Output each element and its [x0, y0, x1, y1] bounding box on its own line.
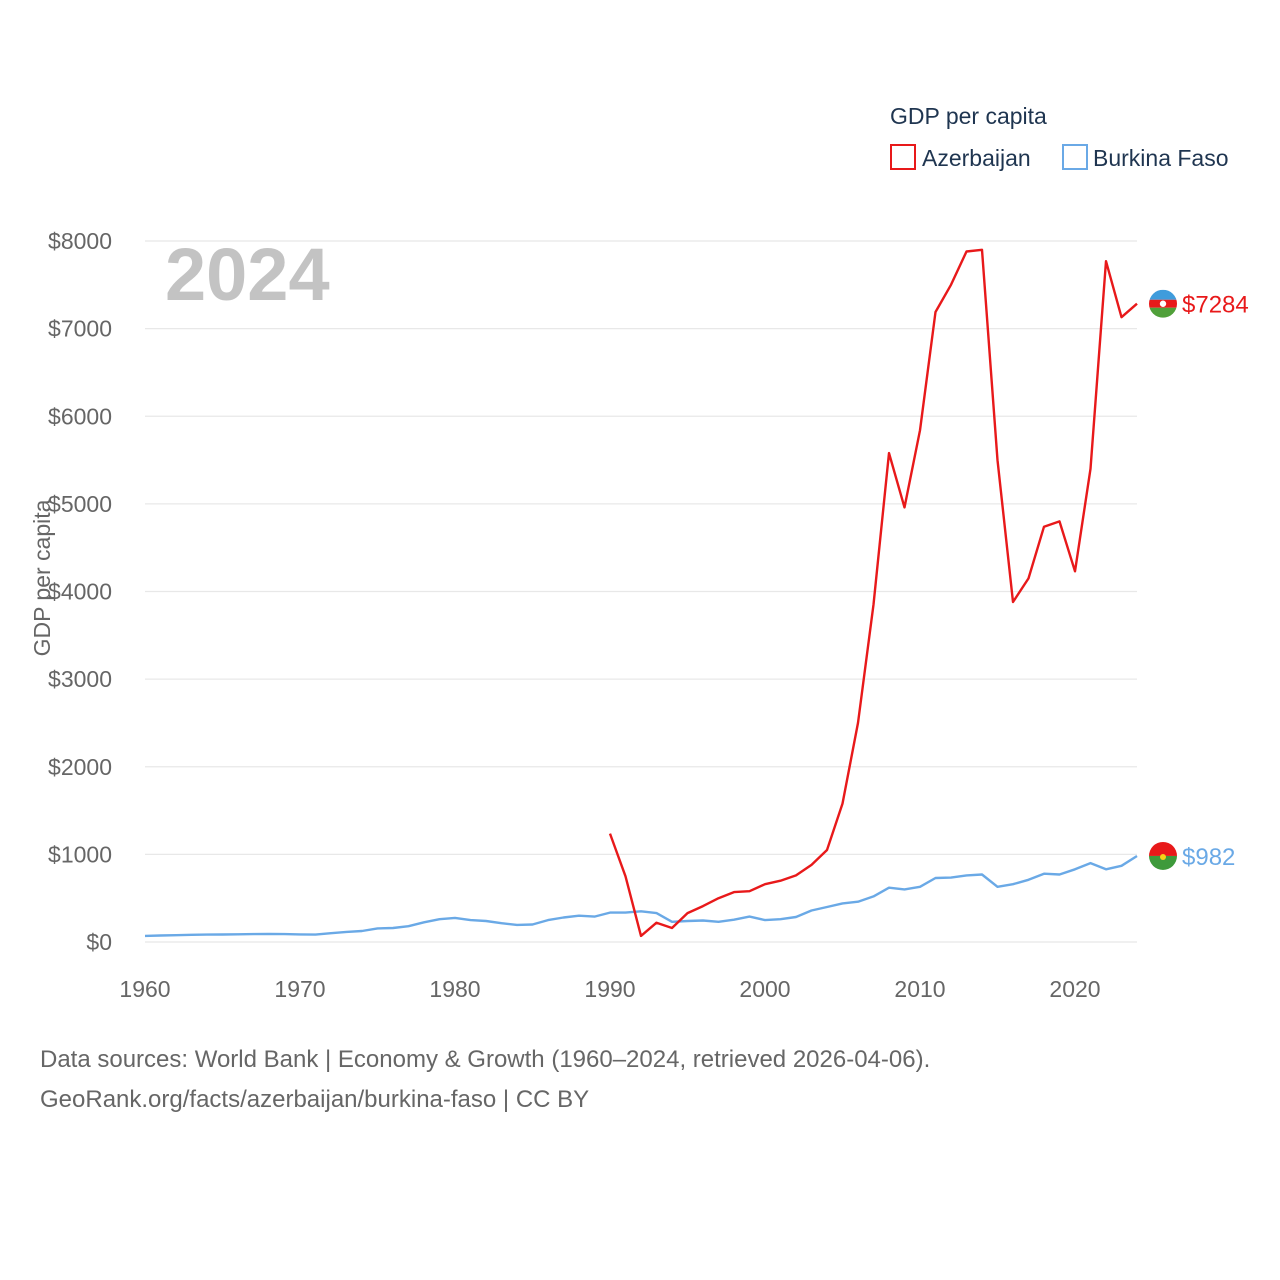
x-tick-label: 1990 — [584, 976, 635, 1002]
x-tick-label: 1960 — [119, 976, 170, 1002]
series-line-azerbaijan[interactable] — [608, 248, 1138, 938]
x-tick-label: 2010 — [894, 976, 945, 1002]
azerbaijan-flag-icon — [1149, 289, 1177, 318]
y-tick-label: $5000 — [48, 491, 112, 517]
chart-canvas: GDP per capita Azerbaijan Burkina Faso G… — [29, 103, 1249, 1002]
x-tick-label: 2020 — [1049, 976, 1100, 1002]
legend-label-azerbaijan[interactable]: Azerbaijan — [922, 145, 1031, 171]
y-axis-title: GDP per capita — [29, 499, 55, 656]
year-label: 2024 — [165, 233, 330, 316]
x-tick-label: 1980 — [429, 976, 480, 1002]
y-tick-label: $0 — [86, 929, 112, 955]
legend-title: GDP per capita — [890, 103, 1047, 129]
end-value-azerbaijan: $7284 — [1182, 292, 1249, 319]
end-value-burkina-faso: $982 — [1182, 844, 1235, 871]
y-tick-labels: $0 $1000 $2000 $3000 $4000 $5000 $6000 $7000 $80… — [48, 228, 112, 955]
grid-layer — [145, 240, 1137, 943]
y-tick-label: $6000 — [48, 403, 112, 429]
legend-swatch-burkina-faso[interactable] — [1062, 144, 1088, 170]
y-tick-label: $8000 — [48, 228, 112, 254]
legend-label-burkina-faso[interactable]: Burkina Faso — [1093, 145, 1229, 171]
x-tick-labels: 1960 1970 1980 1990 2000 2010 2020 — [119, 976, 1100, 1002]
legend-swatch-azerbaijan[interactable] — [890, 144, 916, 170]
x-tick-label: 1970 — [274, 976, 325, 1002]
y-tick-label: $2000 — [48, 754, 112, 780]
x-tick-label: 2000 — [739, 976, 790, 1002]
burkina-faso-flag-icon — [1149, 841, 1177, 870]
y-tick-label: $4000 — [48, 579, 112, 605]
source-line-1: Data sources: World Bank | Economy & Gro… — [40, 1046, 931, 1073]
source-line-2[interactable]: GeoRank.org/facts/azerbaijan/burkina-fas… — [40, 1086, 590, 1113]
series-layer — [144, 248, 1138, 938]
series-line-burkina-faso[interactable] — [144, 854, 1138, 938]
source-note: Data sources: World Bank | Economy & Gro… — [40, 1040, 930, 1120]
y-tick-label: $3000 — [48, 666, 112, 692]
y-tick-label: $7000 — [48, 316, 112, 342]
y-tick-label: $1000 — [48, 841, 112, 867]
